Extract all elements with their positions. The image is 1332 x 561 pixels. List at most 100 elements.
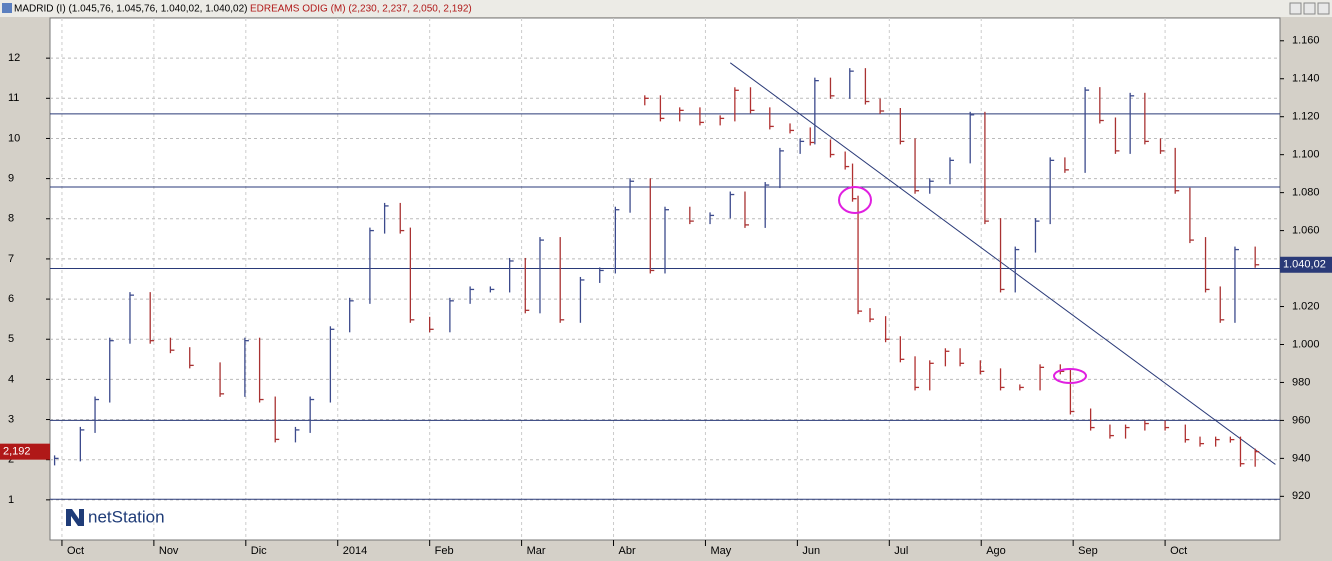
price-bar <box>899 108 905 145</box>
price-bar <box>1164 420 1170 431</box>
price-bar <box>1014 246 1020 293</box>
price-bar <box>679 107 684 122</box>
y2-tick-label: 980 <box>1292 376 1310 388</box>
y-tick-label: 9 <box>8 173 14 185</box>
price-bar <box>849 68 854 99</box>
y2-tick-label: 1.160 <box>1292 35 1320 47</box>
last-value-label: 1.040,02 <box>1283 259 1326 271</box>
price-bar <box>984 111 989 225</box>
x-tick-label: Jun <box>802 545 820 557</box>
y2-tick-label: 1.020 <box>1292 300 1320 312</box>
price-bar <box>999 368 1005 391</box>
price-bar <box>1234 246 1239 323</box>
price-bar <box>149 292 155 344</box>
price-bar <box>369 227 374 304</box>
price-bar <box>709 212 715 225</box>
price-bar <box>1254 246 1260 268</box>
x-tick-label: 2014 <box>343 545 367 557</box>
price-bar <box>383 202 389 234</box>
price-bar <box>719 115 725 126</box>
price-bar <box>1144 420 1149 431</box>
price-bar <box>94 396 100 433</box>
price-bar <box>1159 138 1165 154</box>
price-bar <box>1239 436 1245 467</box>
price-bar <box>349 297 354 333</box>
y2-tick-label: 1.140 <box>1292 73 1320 85</box>
price-bar <box>79 426 85 462</box>
last-value-label: 2,192 <box>3 446 31 458</box>
price-bar <box>409 227 415 323</box>
x-tick-label: Oct <box>67 545 84 557</box>
header-madrid: MADRID (I) (1.045,76, 1.045,76, 1.040,02… <box>14 4 247 15</box>
price-bar <box>258 337 264 403</box>
price-bar <box>779 147 784 189</box>
price-bar <box>1189 187 1194 244</box>
price-bar <box>789 123 795 134</box>
price-bar <box>864 68 870 105</box>
trend-line <box>729 62 1276 465</box>
price-bar <box>799 138 805 154</box>
price-bar <box>769 107 774 130</box>
price-bar <box>109 337 114 403</box>
x-tick-label: Abr <box>619 545 636 557</box>
annotation-ellipse <box>1053 368 1087 384</box>
close-button[interactable] <box>1317 2 1330 15</box>
x-tick-label: May <box>710 545 731 557</box>
y-tick-label: 12 <box>8 52 20 64</box>
price-bar <box>649 178 655 274</box>
price-bar <box>169 337 175 354</box>
plot-area <box>49 17 1281 541</box>
y2-tick-label: 1.000 <box>1292 338 1320 350</box>
price-bar <box>1089 408 1095 431</box>
x-tick-label: Nov <box>159 545 179 557</box>
price-bar <box>729 191 735 219</box>
price-bar <box>1069 368 1075 415</box>
price-bar <box>614 206 620 274</box>
y-tick-label: 6 <box>8 293 14 305</box>
minimize-button[interactable] <box>1289 2 1302 15</box>
price-bar <box>1184 424 1190 443</box>
last-value-box <box>0 443 50 460</box>
price-bar <box>53 455 59 466</box>
price-bar <box>699 107 704 126</box>
price-bar <box>929 178 934 194</box>
price-bar <box>829 139 835 158</box>
price-bar <box>469 286 475 304</box>
price-bar <box>244 337 249 397</box>
maximize-button[interactable] <box>1303 2 1316 15</box>
price-bar <box>508 257 514 293</box>
title-bar <box>0 0 1332 17</box>
price-bar <box>1204 237 1210 293</box>
price-bar <box>1019 384 1024 391</box>
plot-layer: 1234567891011129209409609801.0001.0201.0… <box>0 18 1332 557</box>
price-bar <box>1174 147 1180 194</box>
price-bar <box>599 267 604 283</box>
price-bar <box>449 297 454 333</box>
price-bar <box>1049 157 1055 225</box>
logo: netStation <box>88 507 165 526</box>
y-tick-label: 3 <box>8 413 14 425</box>
price-bar <box>1219 286 1225 323</box>
y2-tick-label: 1.060 <box>1292 225 1320 237</box>
price-bar <box>944 348 950 367</box>
price-bar <box>1099 87 1104 124</box>
x-tick-label: Feb <box>435 545 454 557</box>
price-bar <box>857 195 863 315</box>
x-tick-label: Dic <box>251 545 267 557</box>
header-edreams: EDREAMS ODIG (M) (2,230, 2,237, 2,050, 2… <box>250 4 472 15</box>
price-bar <box>1124 424 1130 439</box>
price-bar <box>914 356 920 391</box>
y-tick-label: 5 <box>8 333 14 345</box>
price-bar <box>959 348 965 367</box>
price-bar <box>1129 92 1135 154</box>
annotation-ellipse <box>838 186 872 214</box>
logo-icon <box>66 509 84 526</box>
price-bar <box>844 151 850 170</box>
price-bar <box>929 360 934 391</box>
price-bar <box>559 237 565 323</box>
price-bar <box>524 257 530 314</box>
price-bar <box>539 237 544 314</box>
price-bar <box>809 127 815 146</box>
y2-tick-label: 920 <box>1292 490 1310 502</box>
price-bar <box>744 191 749 228</box>
